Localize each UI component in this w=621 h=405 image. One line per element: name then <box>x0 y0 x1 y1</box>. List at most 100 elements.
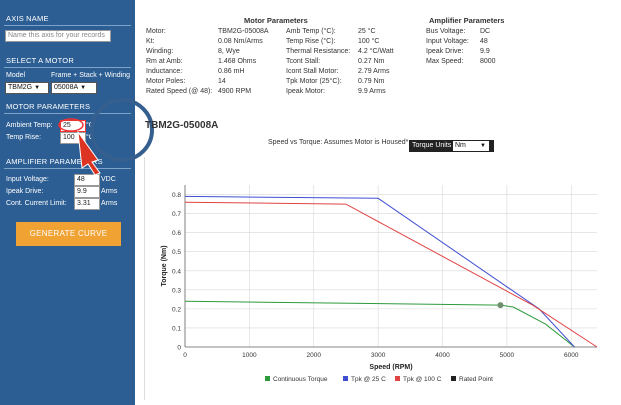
amp-params-header: AMPLIFIER PARAMETERS <box>6 157 103 166</box>
model-select[interactable]: TBM2G ▼ <box>5 82 49 94</box>
x-tick-label: 6000 <box>564 352 579 359</box>
param-value: 0.86 mH <box>218 68 245 75</box>
legend-swatch <box>265 376 270 381</box>
select-motor-header: SELECT A MOTOR <box>6 56 74 65</box>
ipeak-drive-unit: Arms <box>101 188 118 195</box>
y-tick-label: 0.3 <box>172 287 181 294</box>
cont-current-input[interactable]: 3.31 <box>74 198 100 210</box>
param-value: 4.2 °C/Watt <box>358 48 394 55</box>
y-tick-label: 0.1 <box>172 325 181 332</box>
param-value: 0.08 Nm/Arms <box>218 38 263 45</box>
ambient-temp-unit: °C <box>86 122 94 129</box>
y-tick-label: 0.7 <box>172 211 181 218</box>
temp-rise-unit: °C <box>86 134 94 141</box>
torque-units-label: Torque Units <box>412 142 452 149</box>
magnifier-overlay <box>90 98 154 162</box>
ipeak-drive-input[interactable]: 9.9 <box>74 186 100 198</box>
param-key: Kt: <box>146 38 155 45</box>
input-voltage-unit: VDC <box>101 176 116 183</box>
param-value: 14 <box>218 78 226 85</box>
y-tick-label: 0.4 <box>172 268 181 275</box>
y-tick-label: 0.5 <box>172 249 181 256</box>
param-value: 8000 <box>480 58 496 65</box>
model-select-value: TBM2G <box>8 84 33 91</box>
param-key: Thermal Resistance: <box>286 48 351 55</box>
y-tick-label: 0 <box>177 345 181 352</box>
divider <box>4 25 131 26</box>
axis-name-header: AXIS NAME <box>6 14 49 23</box>
legend-swatch <box>451 376 456 381</box>
x-tick-label: 3000 <box>371 352 386 359</box>
divider <box>4 113 131 114</box>
x-tick-label: 4000 <box>435 352 450 359</box>
param-value: DC <box>480 28 491 35</box>
param-value: 9.9 Arms <box>358 88 386 95</box>
input-voltage-input[interactable]: 48 <box>74 174 100 186</box>
motor-params-header: MOTOR PARAMETERS <box>6 102 91 111</box>
param-key: Tcont Stall: <box>286 58 321 65</box>
param-value: 100 °C <box>358 38 380 45</box>
param-key: Motor: <box>146 28 166 35</box>
param-value: TBM2G-05008A <box>218 28 269 35</box>
param-value: 1.468 Ohms <box>218 58 257 65</box>
param-key: Max Speed: <box>426 58 464 65</box>
chevron-down-icon: ▼ <box>80 85 87 91</box>
ipeak-drive-label: Ipeak Drive: <box>6 188 44 195</box>
param-key: Motor Poles: <box>146 78 186 85</box>
y-tick-label: 0.6 <box>172 230 181 237</box>
cont-current-label: Cont. Current Limit: <box>6 200 67 207</box>
param-value: 2.79 Arms <box>358 68 390 75</box>
legend-label: Tpk @ 25 C <box>351 376 386 383</box>
input-voltage-label: Input Voltage: <box>6 176 49 183</box>
legend-swatch <box>395 376 400 381</box>
cont-current-unit: Arms <box>101 200 118 207</box>
temp-rise-label: Temp Rise: <box>6 134 42 141</box>
frame-select-value: 05008A <box>54 84 79 91</box>
divider <box>4 168 131 169</box>
param-value: 0.79 Nm <box>358 78 385 85</box>
x-tick-label: 5000 <box>500 352 515 359</box>
torque-units-control: Torque Units Nm ▼ <box>409 140 494 152</box>
legend-label: Continuous Torque <box>273 376 328 383</box>
legend-label: Tpk @ 100 C <box>403 376 442 383</box>
chevron-down-icon: ▼ <box>34 85 41 91</box>
param-key: Winding: <box>146 48 174 55</box>
divider <box>4 67 131 68</box>
page-title: TBM2G-05008A <box>145 120 219 131</box>
ambient-temp-label: Ambient Temp: <box>6 122 53 129</box>
param-key: Icont Stall Motor: <box>286 68 339 75</box>
param-value: 8, Wye <box>218 48 240 55</box>
param-key: Ipeak Drive: <box>426 48 464 55</box>
param-key: Rm at Amb: <box>146 58 183 65</box>
x-tick-label: 0 <box>183 352 187 359</box>
model-label: Model <box>6 72 26 79</box>
x-tick-label: 2000 <box>307 352 322 359</box>
legend-swatch <box>343 376 348 381</box>
param-key: Bus Voltage: <box>426 28 466 35</box>
x-tick-label: 1000 <box>242 352 257 359</box>
y-tick-label: 0.2 <box>172 306 181 313</box>
param-key: Input Voltage: <box>426 38 469 45</box>
x-axis-label: Speed (RPM) <box>369 364 412 371</box>
param-value: 0.27 Nm <box>358 58 385 65</box>
pointer-icon <box>77 130 101 175</box>
series-line <box>184 201 598 348</box>
axis-name-input[interactable]: Name this axis for your records <box>5 30 111 42</box>
frame-select[interactable]: 05008A ▼ <box>51 82 97 94</box>
y-tick-label: 0.8 <box>172 192 181 199</box>
amp-params-title: Amplifier Parameters <box>429 16 505 25</box>
param-key: Tpk Motor (25°C): <box>286 78 342 85</box>
cursor-annotation <box>58 118 101 175</box>
sidebar: AXIS NAME Name this axis for your record… <box>0 0 135 405</box>
highlight-ring <box>58 118 84 132</box>
generate-curve-button[interactable]: GENERATE CURVE <box>16 222 121 246</box>
chart-panel: 0 0.1 0.2 0.3 0.4 0.5 0.6 0.7 0.8 0 1000 2000 3000 40… <box>144 157 621 400</box>
param-value: 25 °C <box>358 28 376 35</box>
param-value: 4900 RPM <box>218 88 252 95</box>
y-axis-label: Torque (Nm) <box>161 245 168 286</box>
param-key: Amb Temp (°C): <box>286 28 336 35</box>
motor-params-title: Motor Parameters <box>244 16 308 25</box>
param-value: 48 <box>480 38 488 45</box>
frame-label: Frame + Stack + Winding <box>51 72 130 79</box>
torque-units-select[interactable]: Nm ▼ <box>453 141 489 151</box>
